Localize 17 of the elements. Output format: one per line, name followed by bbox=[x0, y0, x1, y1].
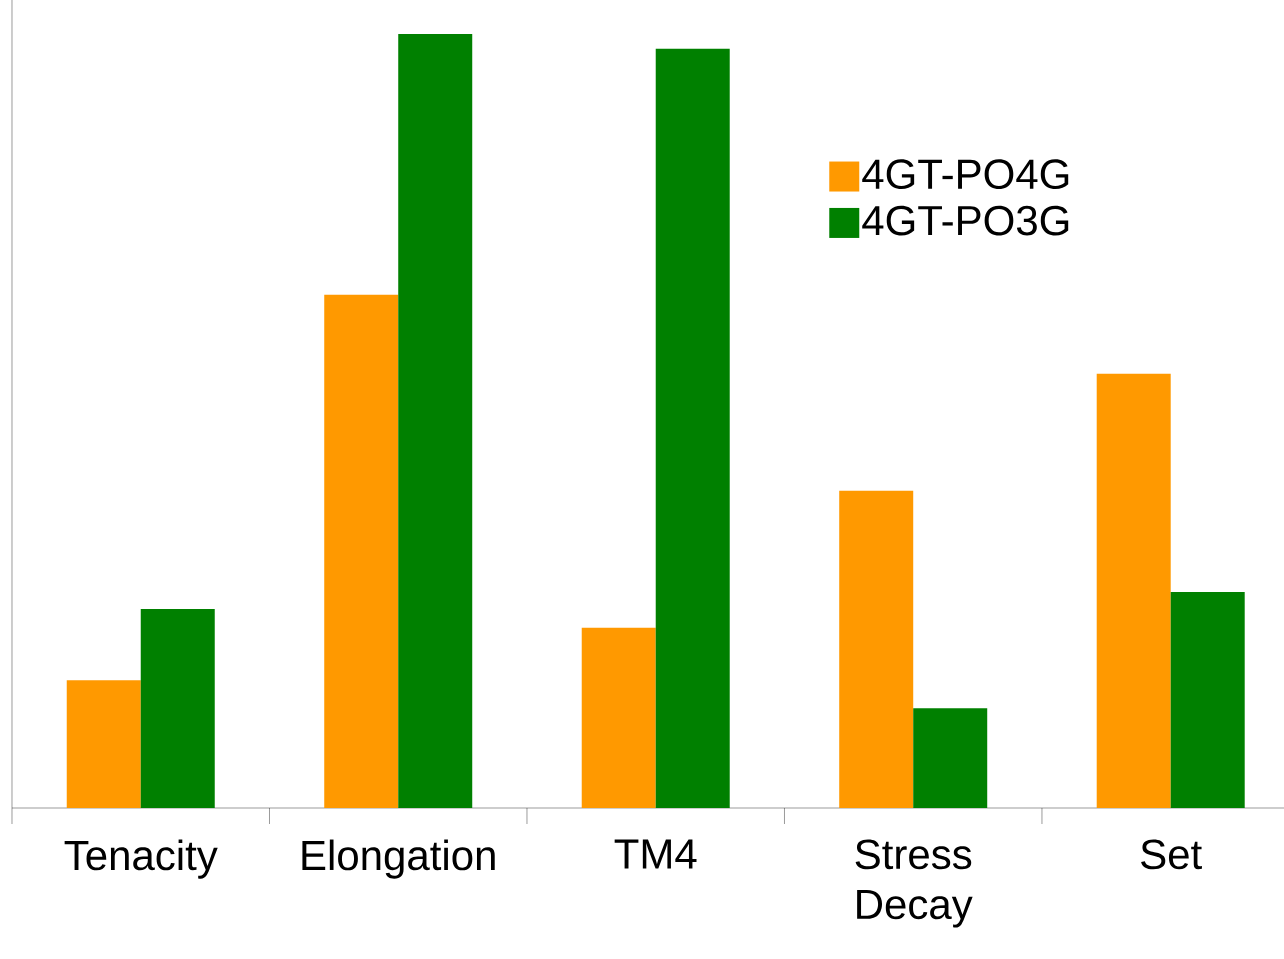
bar bbox=[581, 627, 656, 808]
bar bbox=[913, 708, 988, 808]
bar bbox=[324, 294, 399, 808]
x-tick-label: Tenacity bbox=[64, 839, 218, 879]
x-tick-label: Stress Decay bbox=[855, 839, 973, 928]
bar bbox=[655, 48, 730, 808]
legend-label: 4GT-PO3G bbox=[862, 205, 1069, 236]
legend-label: 4GT-PO4G bbox=[862, 159, 1069, 190]
bar bbox=[1170, 592, 1245, 808]
bar bbox=[66, 680, 141, 808]
x-tick-label: Set bbox=[1141, 839, 1202, 870]
x-tick-label: TM4 bbox=[614, 839, 697, 869]
bar bbox=[839, 490, 914, 808]
bar bbox=[140, 609, 215, 808]
bar bbox=[1096, 373, 1171, 808]
bar bbox=[398, 34, 473, 808]
x-tick-label: Elongation bbox=[302, 839, 495, 879]
